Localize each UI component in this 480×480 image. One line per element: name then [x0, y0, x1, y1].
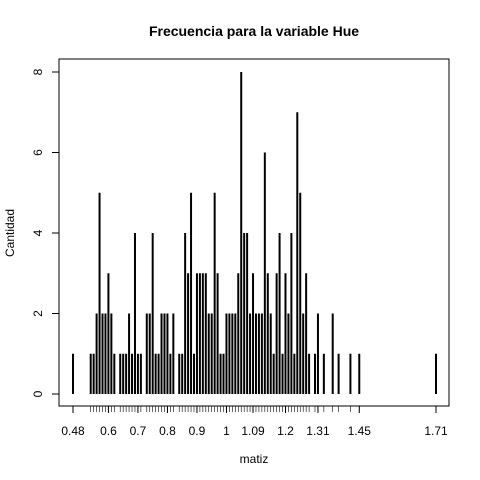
- x-tick-label: 1.45: [348, 424, 372, 438]
- bars: [72, 72, 437, 394]
- x-tick-label: 1.09: [241, 424, 265, 438]
- x-tick-label: 0.8: [159, 424, 176, 438]
- rug-ticks: [72, 406, 437, 412]
- x-tick-label: 0.48: [61, 424, 85, 438]
- x-axis-label: matiz: [240, 452, 269, 466]
- y-tick-label: 0: [31, 390, 45, 397]
- y-tick-label: 4: [31, 229, 45, 236]
- x-tick-label: 0.6: [100, 424, 117, 438]
- x-tick-label: 1.2: [277, 424, 294, 438]
- y-tick-label: 8: [31, 68, 45, 75]
- y-tick-label: 6: [31, 149, 45, 156]
- x-tick-label: 1: [223, 424, 230, 438]
- x-tick-label: 1.71: [424, 424, 448, 438]
- x-tick-label: 0.9: [189, 424, 206, 438]
- x-tick-label: 0.7: [130, 424, 147, 438]
- chart-title: Frecuencia para la variable Hue: [149, 23, 359, 39]
- x-axis: 0.48 0.6 0.7 0.8 0.9 1 1.09 1.2 1.31 1.45 1.71: [61, 405, 448, 438]
- y-axis-label: Cantidad: [3, 209, 17, 257]
- y-axis: 0 2 4 6 8: [31, 68, 60, 397]
- y-tick-label: 2: [31, 310, 45, 317]
- x-tick-label: 1.31: [306, 424, 330, 438]
